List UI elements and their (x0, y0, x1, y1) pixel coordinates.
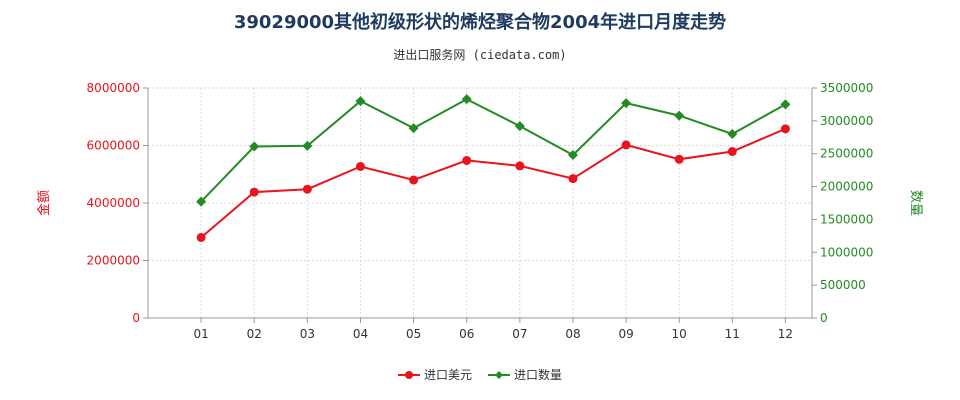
right-axis-ticks: 0 500000 1000000 1500000 2000000 2500000 30000… (812, 81, 873, 325)
chart-subtitle: 进出口服务网 (ciedata.com) (393, 48, 567, 62)
legend-label-1: 进口美元 (424, 368, 472, 382)
series-2-point (514, 121, 525, 132)
series-2-point (621, 98, 632, 109)
series-1-point (780, 124, 790, 134)
series-1-point (409, 175, 419, 185)
x-tick-label: 02 (247, 327, 262, 341)
series-1-point (196, 233, 206, 242)
left-axis-label: 金额 (36, 190, 52, 216)
left-tick-label: 8000000 (87, 81, 140, 95)
x-tick-label: 11 (725, 327, 740, 341)
right-tick-label: 500000 (820, 278, 866, 292)
right-axis-label: 数量 (908, 190, 923, 216)
series-1-point (462, 155, 472, 165)
left-axis-ticks: 0 2000000 4000000 6000000 8000000 (87, 81, 148, 325)
legend-marker-1 (405, 371, 413, 379)
series-1-point (302, 184, 312, 194)
series-2-point (302, 140, 313, 151)
left-tick-label: 2000000 (87, 254, 140, 268)
chart-title: 39029000其他初级形状的烯烃聚合物2004年进口月度走势 (233, 12, 727, 33)
right-tick-label: 3000000 (820, 114, 873, 128)
right-tick-label: 0 (820, 311, 828, 325)
left-tick-label: 6000000 (87, 139, 140, 153)
series-2-point (567, 150, 578, 161)
x-tick-label: 09 (618, 327, 633, 341)
right-tick-label: 2500000 (820, 147, 873, 161)
x-axis-ticks: 01 02 03 04 05 06 07 08 09 10 11 12 (193, 318, 793, 341)
left-tick-label: 4000000 (87, 196, 140, 210)
x-tick-label: 08 (565, 327, 580, 341)
x-tick-label: 05 (406, 327, 421, 341)
series-1-point (355, 161, 365, 171)
series-lines (200, 98, 786, 239)
series-2-point (461, 94, 472, 105)
legend-label-2: 进口数量 (514, 367, 562, 382)
series-points (196, 94, 791, 242)
series-2-point (408, 123, 419, 134)
series-2-point (196, 196, 207, 207)
legend: 进口美元 进口数量 (398, 367, 562, 382)
right-tick-label: 2000000 (820, 180, 873, 194)
series-2-point (355, 96, 366, 107)
series-2-point (249, 141, 260, 152)
x-tick-label: 12 (778, 327, 793, 341)
series-1-point (674, 154, 684, 164)
x-tick-label: 03 (300, 327, 315, 341)
x-tick-label: 01 (193, 327, 208, 341)
series-1-point (249, 187, 259, 197)
series-1-point (621, 140, 631, 150)
x-tick-label: 10 (672, 327, 687, 341)
x-tick-label: 06 (459, 327, 474, 341)
series-2-point (727, 129, 738, 139)
series-1-point (568, 174, 578, 184)
series-line-1 (200, 127, 786, 239)
series-1-point (727, 147, 737, 157)
left-tick-label: 0 (132, 311, 140, 325)
legend-marker-2 (495, 371, 503, 379)
x-tick-label: 07 (512, 327, 527, 341)
right-tick-label: 1500000 (820, 212, 873, 226)
right-tick-label: 1000000 (820, 245, 873, 259)
grid-lines (148, 87, 812, 319)
series-1-point (515, 161, 525, 171)
series-line-2 (200, 98, 786, 203)
right-tick-label: 3500000 (820, 81, 873, 95)
series-2-point (780, 99, 791, 110)
x-tick-label: 04 (353, 327, 368, 341)
series-2-point (674, 110, 685, 121)
